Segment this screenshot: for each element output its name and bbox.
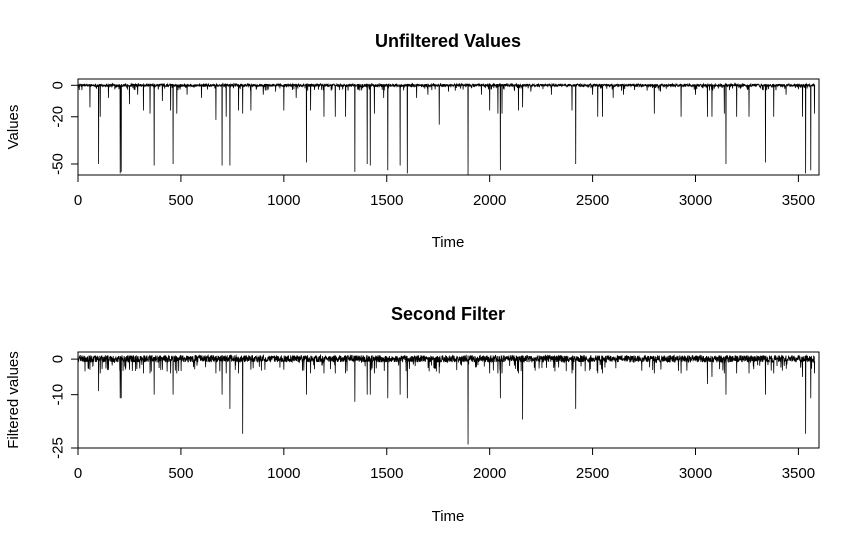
- second-filter-chart: Second Filter 0 500 1000 1500 2000 2500 3000 35…: [5, 304, 820, 525]
- x-axis: 0 500 1000 1500 2000 2500 3000 3500: [74, 174, 815, 209]
- chart-title: Unfiltered Values: [375, 31, 521, 51]
- series-line: [77, 82, 816, 176]
- x-tick-label: 2000: [473, 192, 506, 209]
- x-tick-label: 1500: [370, 465, 403, 482]
- series-line: [77, 353, 816, 445]
- y-tick-label: -20: [50, 106, 67, 128]
- x-tick-label: 1500: [370, 192, 403, 209]
- x-tick-label: 1000: [267, 192, 300, 209]
- x-tick-label: 3000: [679, 465, 712, 482]
- chart-title: Second Filter: [391, 304, 505, 324]
- x-tick-label: 500: [168, 192, 193, 209]
- y-tick-label: -25: [50, 437, 67, 459]
- y-tick-label: 0: [50, 81, 67, 89]
- unfiltered-values-chart: Unfiltered Values 0 500 1000 1500 2000 2500 30…: [5, 31, 820, 251]
- x-tick-label: 1000: [267, 465, 300, 482]
- x-axis: 0 500 1000 1500 2000 2500 3000 3500: [74, 447, 815, 482]
- y-axis-label: Values: [5, 105, 22, 150]
- x-tick-label: 500: [168, 465, 193, 482]
- x-tick-label: 0: [74, 465, 82, 482]
- x-axis-label: Time: [432, 508, 465, 525]
- x-tick-label: 3000: [679, 192, 712, 209]
- x-tick-label: 2000: [473, 465, 506, 482]
- x-tick-label: 2500: [576, 465, 609, 482]
- x-tick-label: 2500: [576, 192, 609, 209]
- y-tick-label: -50: [50, 153, 67, 175]
- y-tick-label: -10: [50, 384, 67, 406]
- x-tick-label: 0: [74, 192, 82, 209]
- series-path: [77, 353, 816, 445]
- y-tick-label: 0: [50, 355, 67, 363]
- y-axis-label: Filtered values: [5, 351, 22, 449]
- y-axis: 0 -20 -50: [50, 81, 79, 175]
- x-axis-label: Time: [432, 234, 465, 251]
- x-tick-label: 3500: [782, 192, 815, 209]
- x-tick-label: 3500: [782, 465, 815, 482]
- series-path: [77, 82, 816, 176]
- y-axis: 0 -10 -25: [50, 355, 79, 459]
